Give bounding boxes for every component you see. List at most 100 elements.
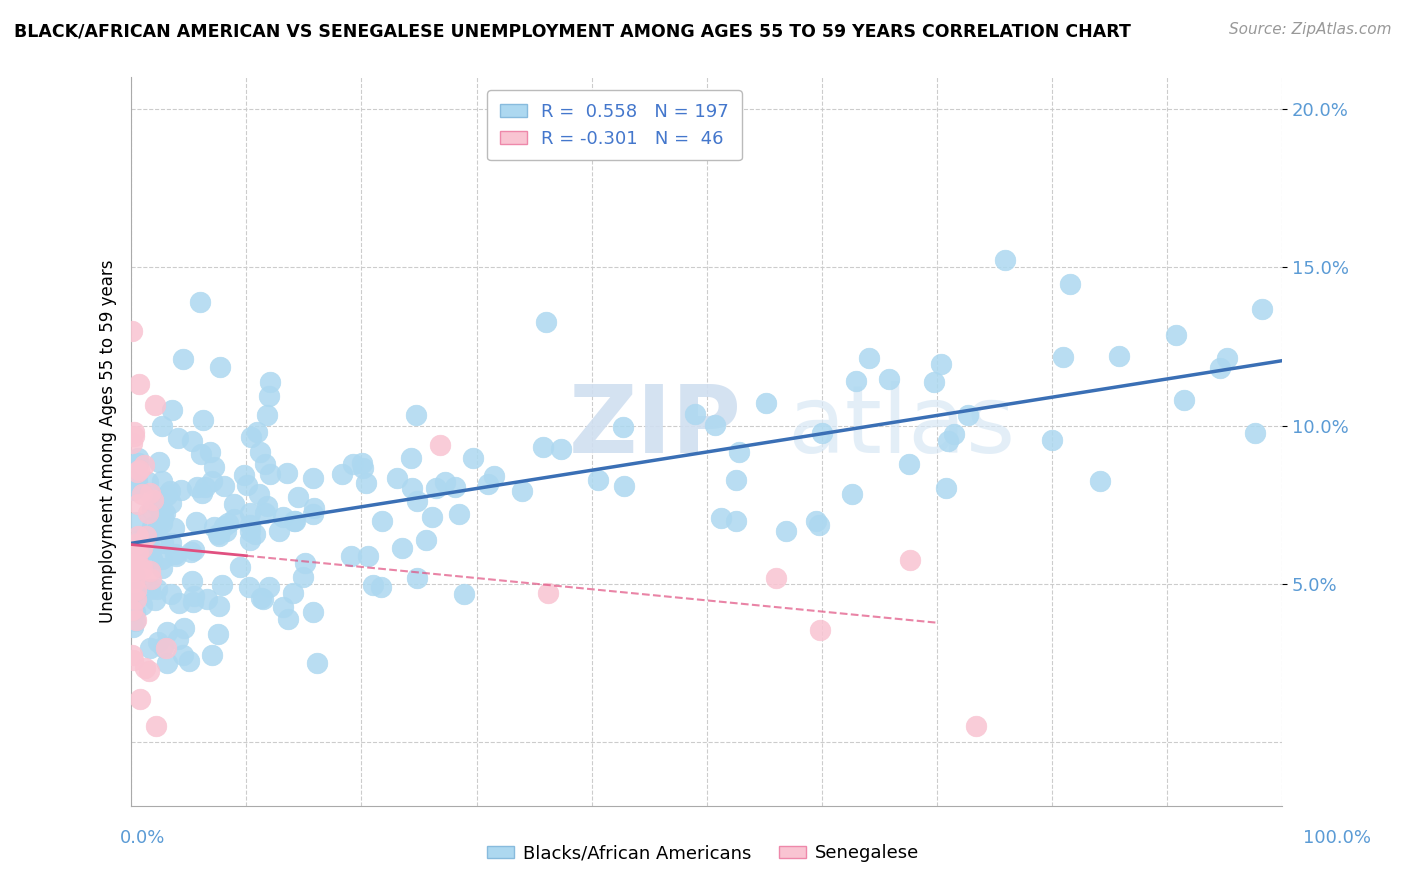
Point	[150, 419, 173, 434]
Point	[531, 440, 554, 454]
Point	[283, 514, 305, 528]
Point	[898, 457, 921, 471]
Point	[537, 585, 560, 599]
Point	[121, 557, 143, 571]
Point	[129, 539, 152, 553]
Text: 0.0%: 0.0%	[120, 829, 165, 847]
Point	[153, 506, 176, 520]
Point	[139, 582, 162, 596]
Point	[159, 484, 181, 499]
Point	[127, 451, 149, 466]
Text: atlas: atlas	[787, 381, 1015, 473]
Point	[127, 457, 149, 471]
Point	[145, 719, 167, 733]
Point	[152, 535, 174, 549]
Point	[128, 533, 150, 548]
Point	[122, 620, 145, 634]
Point	[167, 596, 190, 610]
Point	[172, 648, 194, 662]
Point	[1216, 351, 1239, 365]
Point	[128, 377, 150, 392]
Point	[845, 374, 868, 388]
Point	[291, 569, 314, 583]
Point	[136, 506, 159, 520]
Point	[121, 565, 143, 579]
Point	[229, 559, 252, 574]
Point	[249, 444, 271, 458]
Point	[122, 567, 145, 582]
Point	[257, 580, 280, 594]
Point	[208, 599, 231, 614]
Point	[121, 436, 143, 450]
Point	[877, 372, 900, 386]
Point	[201, 648, 224, 662]
Point	[425, 481, 447, 495]
Point	[683, 407, 706, 421]
Point	[922, 375, 945, 389]
Point	[302, 605, 325, 619]
Point	[804, 514, 827, 528]
Point	[387, 471, 409, 485]
Point	[449, 507, 471, 521]
Point	[246, 425, 269, 439]
Point	[124, 605, 146, 619]
Point	[725, 473, 748, 487]
Point	[156, 625, 179, 640]
Point	[775, 524, 797, 538]
Point	[152, 640, 174, 654]
Point	[127, 474, 149, 488]
Point	[188, 294, 211, 309]
Y-axis label: Unemployment Among Ages 55 to 59 years: Unemployment Among Ages 55 to 59 years	[100, 260, 117, 624]
Point	[534, 315, 557, 329]
Point	[146, 635, 169, 649]
Point	[342, 457, 364, 471]
Point	[139, 564, 162, 578]
Point	[125, 515, 148, 529]
Point	[167, 432, 190, 446]
Point	[405, 571, 427, 585]
Point	[132, 458, 155, 472]
Point	[150, 552, 173, 566]
Text: ZIP: ZIP	[568, 381, 741, 473]
Point	[453, 587, 475, 601]
Legend: R =  0.558   N = 197, R = -0.301   N =  46: R = 0.558 N = 197, R = -0.301 N = 46	[488, 90, 742, 161]
Point	[202, 520, 225, 534]
Point	[1173, 392, 1195, 407]
Point	[207, 627, 229, 641]
Point	[149, 492, 172, 507]
Point	[399, 450, 422, 465]
Point	[858, 351, 880, 366]
Point	[211, 578, 233, 592]
Point	[247, 486, 270, 500]
Point	[510, 483, 533, 498]
Point	[150, 516, 173, 530]
Point	[233, 467, 256, 482]
Point	[613, 478, 636, 492]
Point	[284, 514, 307, 528]
Point	[808, 623, 831, 637]
Point	[415, 533, 437, 547]
Point	[125, 536, 148, 550]
Point	[277, 612, 299, 626]
Point	[127, 529, 149, 543]
Point	[201, 474, 224, 488]
Point	[1208, 360, 1230, 375]
Point	[145, 582, 167, 596]
Point	[755, 395, 778, 409]
Point	[122, 429, 145, 443]
Point	[155, 488, 177, 502]
Point	[208, 359, 231, 374]
Point	[477, 477, 499, 491]
Text: Source: ZipAtlas.com: Source: ZipAtlas.com	[1229, 22, 1392, 37]
Point	[724, 514, 747, 528]
Point	[253, 507, 276, 521]
Point	[1059, 277, 1081, 292]
Point	[143, 398, 166, 412]
Point	[811, 426, 834, 441]
Point	[254, 458, 277, 472]
Point	[131, 561, 153, 575]
Point	[121, 324, 143, 338]
Point	[190, 447, 212, 461]
Point	[139, 640, 162, 655]
Point	[142, 492, 165, 507]
